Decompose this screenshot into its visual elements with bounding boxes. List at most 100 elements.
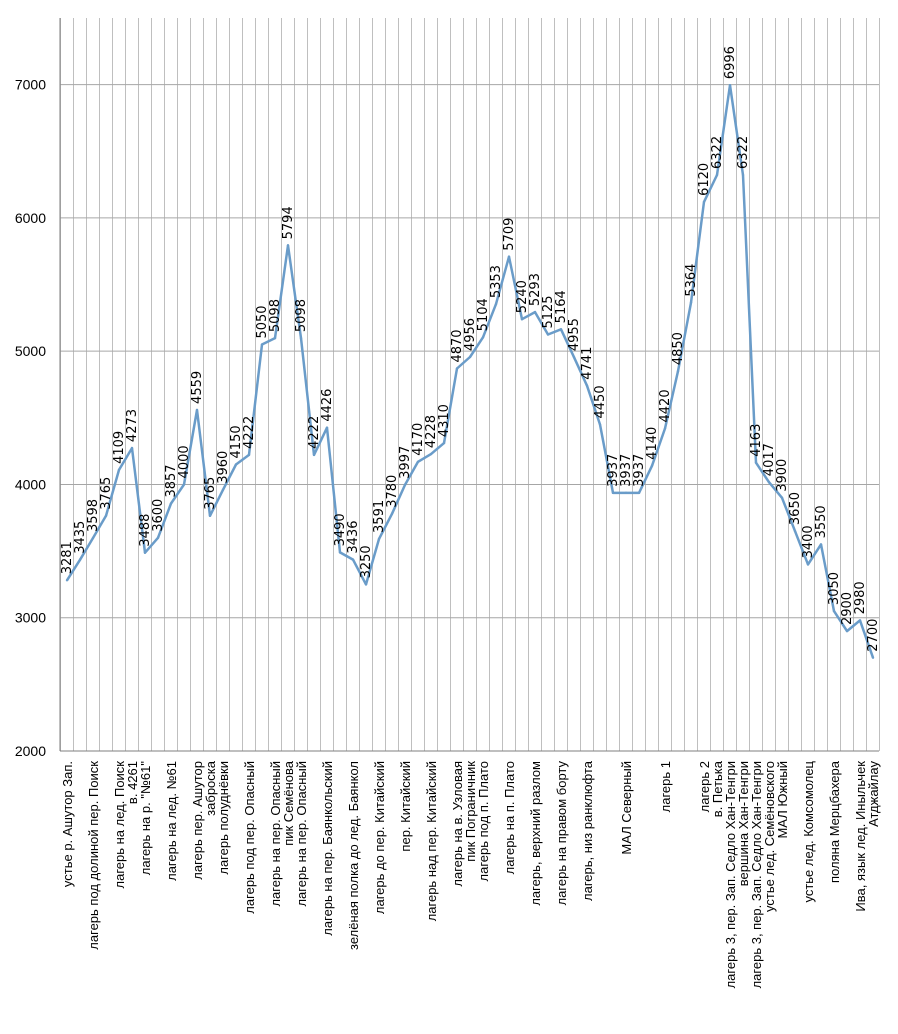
x-tick-label: МАЛ Южный <box>775 761 790 839</box>
data-label: 3780 <box>385 475 400 508</box>
x-tick-label: устье лед. Семёновского <box>762 761 777 912</box>
data-point <box>338 551 342 554</box>
data-point <box>455 367 459 370</box>
data-point <box>728 83 732 87</box>
data-label: 5794 <box>281 206 296 239</box>
data-label: 5104 <box>476 298 491 331</box>
y-tick-label: 7000 <box>15 77 46 93</box>
data-point <box>156 536 160 539</box>
data-point <box>780 496 784 499</box>
data-point <box>533 310 537 314</box>
y-tick-label: 3000 <box>15 610 46 626</box>
data-point <box>702 200 706 204</box>
x-tick-label: лагерь на пер. Опасный <box>268 761 283 907</box>
data-label: 6120 <box>697 163 712 196</box>
x-tick-label: МАЛ Северный <box>619 761 634 855</box>
data-point <box>416 460 420 463</box>
data-point <box>585 384 589 387</box>
x-tick-label: вершина Хан-Тенгри <box>736 761 751 886</box>
data-label: 4222 <box>307 416 322 449</box>
data-point <box>858 619 862 622</box>
x-tick-label: в. 4261 <box>125 761 140 804</box>
x-tick-label: лагерь 3, пер. Зап. Седло Хан-Тенгри <box>749 761 764 988</box>
x-axis-tick-labels: устье р. Ашутор Зап. лагерь под долиной п… <box>60 760 881 988</box>
y-tick-label: 5000 <box>15 343 46 359</box>
data-point <box>377 537 381 541</box>
data-point <box>832 609 836 613</box>
x-tick-label: пер. Китайский <box>398 761 413 852</box>
data-label: 4559 <box>190 371 205 404</box>
data-label: 4273 <box>125 409 140 442</box>
data-point <box>676 369 680 373</box>
x-tick-label: лагерь, низ ранклюфта <box>580 760 595 901</box>
data-label: 4955 <box>567 318 582 351</box>
data-label: 3960 <box>216 451 231 484</box>
data-label: 5364 <box>684 264 699 297</box>
data-point <box>637 491 641 495</box>
data-point <box>598 423 602 426</box>
data-label: 4850 <box>671 332 686 365</box>
data-point <box>273 336 277 340</box>
data-point <box>481 336 485 339</box>
x-tick-label: пик Семёнова <box>281 760 296 846</box>
data-label: 4228 <box>424 415 439 448</box>
data-point <box>624 491 628 495</box>
data-label: 5240 <box>515 280 530 313</box>
data-point <box>312 453 316 457</box>
data-point <box>793 529 797 533</box>
x-tick-label: устье р. Ашутор Зап. <box>60 761 75 887</box>
data-label: 3281 <box>60 541 75 574</box>
data-point <box>663 427 667 430</box>
data-label: 4420 <box>658 389 673 422</box>
data-label: 4000 <box>177 445 192 478</box>
data-label: 3550 <box>814 505 829 538</box>
data-label: 3598 <box>86 499 101 532</box>
data-point <box>741 173 745 177</box>
data-label: 3488 <box>138 514 153 547</box>
series-line-path <box>65 83 875 659</box>
data-point <box>507 255 511 258</box>
data-label: 3600 <box>151 499 166 532</box>
x-tick-label: лагерь над пер. Китайский <box>424 761 439 921</box>
x-tick-label: лагерь, верхний разлом <box>528 761 543 906</box>
data-label: 3997 <box>398 446 413 479</box>
x-tick-label: в. Петька <box>710 760 725 817</box>
data-label: 5050 <box>255 305 270 338</box>
data-point <box>104 514 108 517</box>
y-axis-tick-labels: 2000 3000 4000 5000 6000 7000 <box>15 77 46 759</box>
x-tick-label: лагерь на лед. №61 <box>164 761 179 881</box>
data-label: 5293 <box>528 273 543 306</box>
data-point <box>286 244 290 247</box>
data-point <box>494 302 498 306</box>
data-label: 3250 <box>359 545 374 578</box>
data-point <box>429 452 433 456</box>
data-point <box>468 355 472 359</box>
x-tick-label: лагерь полуднёвки <box>216 761 231 875</box>
data-label: 3937 <box>632 454 647 487</box>
data-point <box>572 355 576 359</box>
x-tick-label: лагерь 1 <box>658 761 673 812</box>
data-point <box>819 543 823 546</box>
gridlines <box>60 18 880 752</box>
data-point <box>871 656 875 659</box>
data-point <box>247 453 251 457</box>
data-label: 3900 <box>775 459 790 492</box>
data-point <box>325 426 329 429</box>
data-label: 3765 <box>99 477 114 510</box>
data-label: 6322 <box>710 136 725 169</box>
x-tick-label: лагерь на пер. Баянкольский <box>320 761 335 936</box>
data-label: 3400 <box>801 525 816 558</box>
x-tick-label: Ива, язык лед. Иныльчек <box>853 761 868 912</box>
x-tick-label: лагерь пер. Ашутор <box>190 761 205 880</box>
data-label: 4450 <box>593 385 608 418</box>
x-tick-label: лагерь на правом борту <box>554 761 569 906</box>
data-label: 6996 <box>723 46 738 79</box>
data-point <box>403 483 407 487</box>
x-tick-label: Атджайлау <box>866 761 881 827</box>
data-point <box>130 446 134 450</box>
x-tick-label: устье лед. Комсомолец <box>801 760 816 902</box>
data-point <box>559 328 563 331</box>
x-tick-label: пик Пограничник <box>463 761 478 862</box>
data-label: 4222 <box>242 416 257 449</box>
